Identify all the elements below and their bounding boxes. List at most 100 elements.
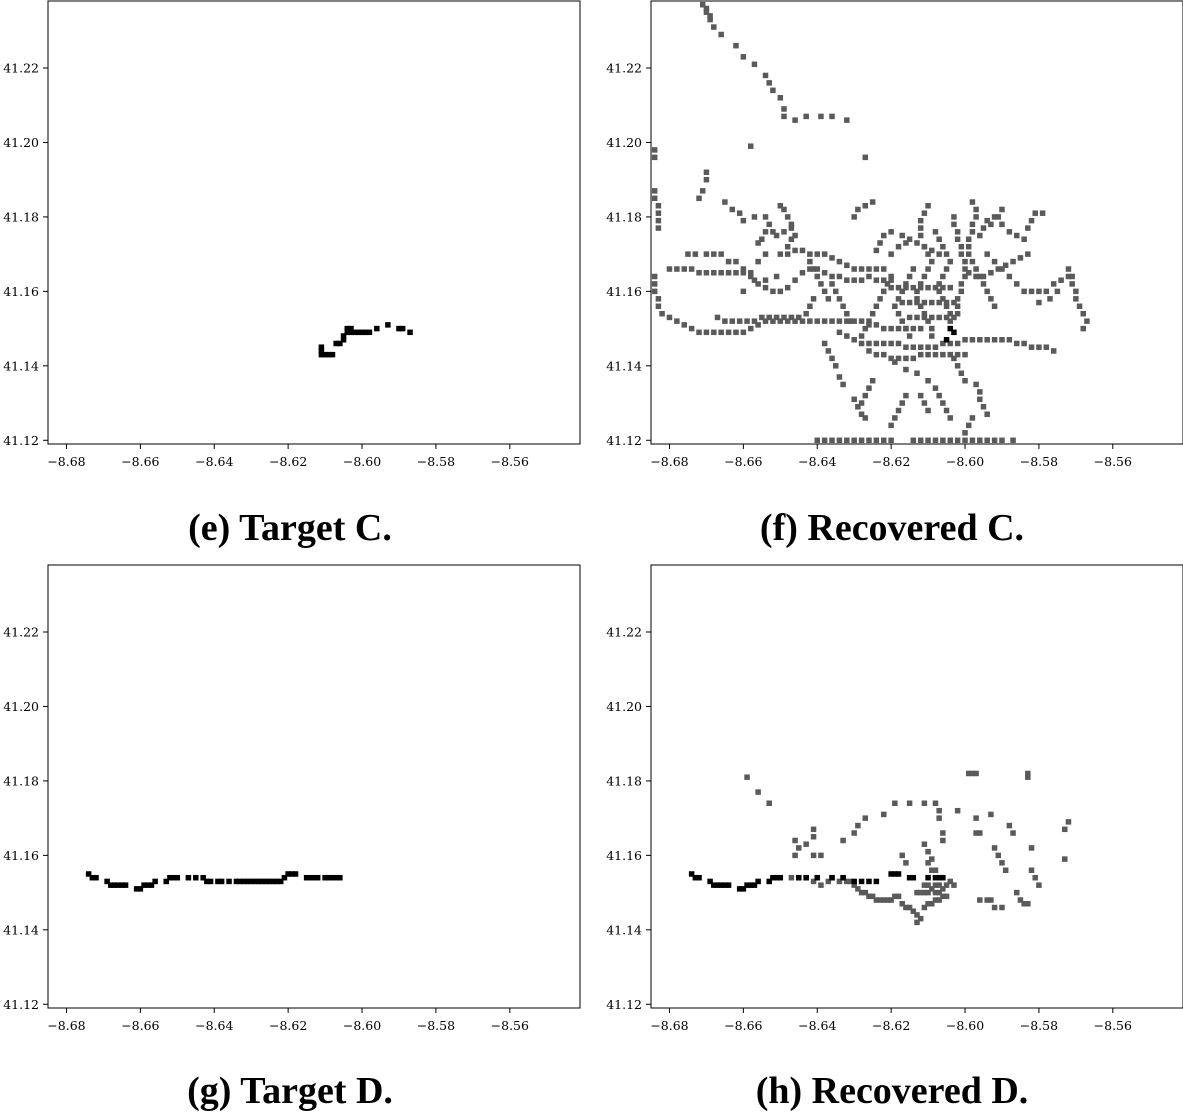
data-point <box>906 904 913 911</box>
data-point <box>903 284 909 291</box>
data-point <box>1073 296 1079 302</box>
data-point <box>289 871 295 877</box>
points-layer <box>688 770 1072 926</box>
data-point <box>914 314 920 321</box>
data-point <box>215 878 221 885</box>
data-point <box>137 886 144 892</box>
panel-caption: (h) Recovered D. <box>756 1070 1029 1112</box>
data-point <box>917 325 924 332</box>
data-point <box>1028 867 1035 874</box>
data-point <box>980 273 987 280</box>
data-point <box>1032 874 1038 881</box>
points-layer <box>85 871 343 892</box>
data-point <box>699 1 706 8</box>
x-tick-label: −8.58 <box>1020 1018 1058 1033</box>
data-point <box>1058 277 1064 283</box>
data-point <box>917 232 924 239</box>
panel-caption: (f) Recovered C. <box>760 507 1024 549</box>
data-point <box>929 247 935 254</box>
data-point <box>836 273 843 280</box>
data-point <box>921 314 928 321</box>
x-tick-label: −8.60 <box>946 1018 984 1033</box>
data-point <box>925 344 931 350</box>
data-point <box>755 789 761 795</box>
data-point <box>803 310 809 317</box>
data-point <box>980 404 987 410</box>
data-point <box>711 882 717 888</box>
data-point <box>936 897 942 903</box>
data-point <box>917 351 924 358</box>
data-point <box>947 340 953 347</box>
data-point <box>836 374 843 380</box>
data-point <box>399 325 406 332</box>
data-point <box>762 229 769 235</box>
data-point <box>803 841 809 847</box>
data-point <box>855 404 861 410</box>
data-point <box>917 303 924 310</box>
data-point <box>932 897 939 903</box>
data-point <box>951 299 957 306</box>
data-point <box>940 351 946 358</box>
data-point <box>748 273 754 280</box>
x-tick-label: −8.64 <box>798 454 836 469</box>
data-point <box>241 878 247 885</box>
data-point <box>707 13 713 19</box>
data-point <box>991 258 998 265</box>
data-point <box>921 800 928 806</box>
x-tick-label: −8.62 <box>872 1018 910 1033</box>
data-point <box>326 351 332 358</box>
data-point <box>969 229 976 235</box>
data-point <box>1014 889 1020 896</box>
data-point <box>892 800 898 806</box>
data-point <box>751 61 758 68</box>
data-point <box>958 243 965 250</box>
data-point <box>703 329 710 336</box>
data-point <box>1065 266 1072 272</box>
data-point <box>873 303 880 310</box>
data-point <box>855 206 861 213</box>
data-point <box>770 229 776 235</box>
data-point <box>226 878 232 885</box>
data-point <box>881 351 887 358</box>
data-point <box>792 277 798 283</box>
data-point <box>951 882 957 888</box>
data-point <box>703 270 710 276</box>
data-point <box>1062 826 1068 833</box>
data-point <box>877 897 883 903</box>
data-point <box>740 270 747 276</box>
plot-frame <box>650 0 1183 445</box>
data-point <box>696 329 702 336</box>
data-point <box>977 389 983 395</box>
data-point <box>947 351 953 358</box>
y-tick-label: 41.20 <box>606 699 642 714</box>
data-point <box>244 878 251 885</box>
data-point <box>318 344 325 350</box>
data-point <box>366 329 373 336</box>
data-point <box>962 337 968 343</box>
data-point <box>954 437 961 444</box>
data-point <box>777 251 784 257</box>
data-point <box>340 333 347 339</box>
data-point <box>932 437 939 444</box>
data-point <box>943 882 950 888</box>
data-point <box>917 284 924 291</box>
data-point <box>666 314 673 321</box>
data-point <box>951 355 957 362</box>
data-point <box>999 437 1005 444</box>
x-tick-label: −8.68 <box>650 454 688 469</box>
data-point <box>910 325 917 332</box>
data-point <box>314 874 321 881</box>
data-point <box>936 299 942 306</box>
data-point <box>965 422 972 429</box>
data-point <box>740 288 747 295</box>
data-point <box>895 340 902 347</box>
data-point <box>285 871 291 877</box>
data-point <box>929 299 935 306</box>
y-tick-label: 41.14 <box>606 358 642 373</box>
data-point <box>655 303 662 310</box>
data-point <box>980 281 987 287</box>
data-point <box>973 214 979 220</box>
data-point <box>866 437 872 444</box>
data-point <box>333 340 339 347</box>
data-point <box>829 273 835 280</box>
